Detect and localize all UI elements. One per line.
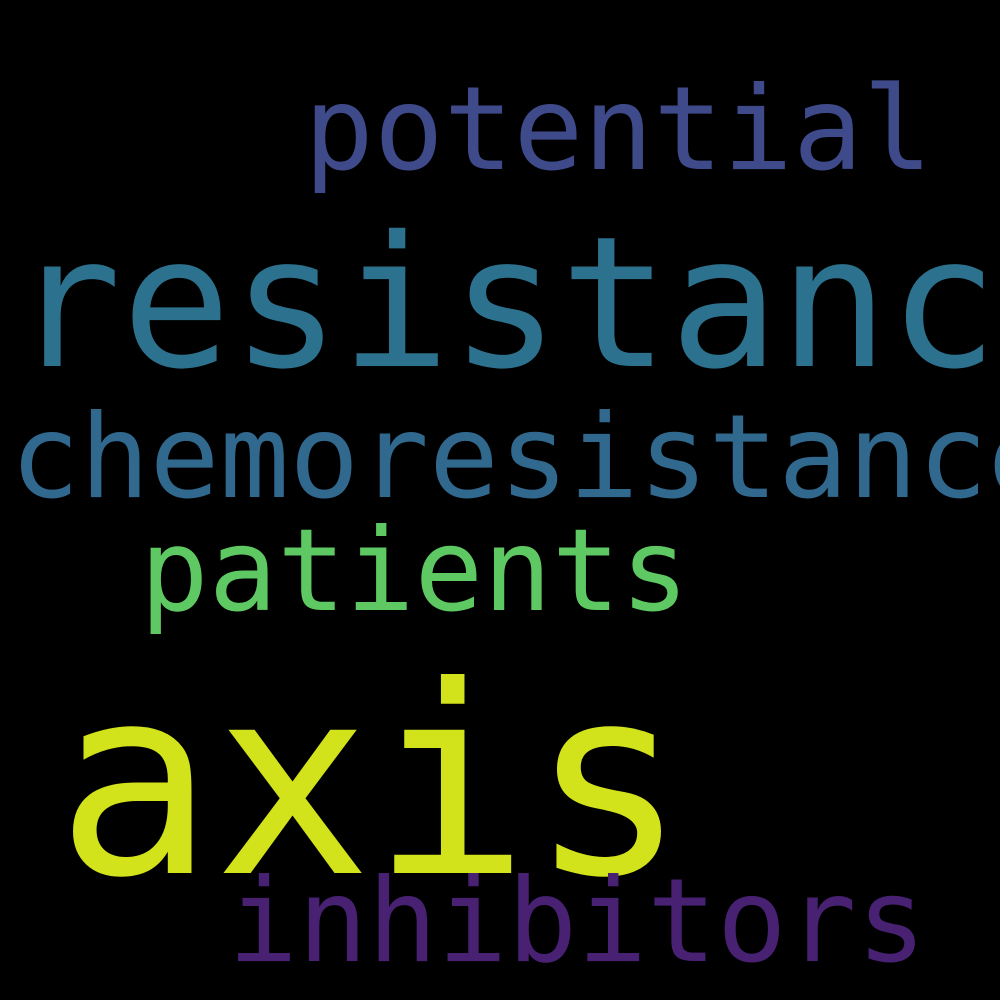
- word-chemoresistance: chemoresistance: [10, 390, 1000, 525]
- word-patients: patients: [140, 504, 690, 637]
- word-potential: potential: [304, 62, 933, 197]
- word-inhibitors: inhibitors: [228, 854, 927, 989]
- word-resistance: resistance: [12, 197, 1000, 409]
- word-axis: axis: [56, 630, 687, 935]
